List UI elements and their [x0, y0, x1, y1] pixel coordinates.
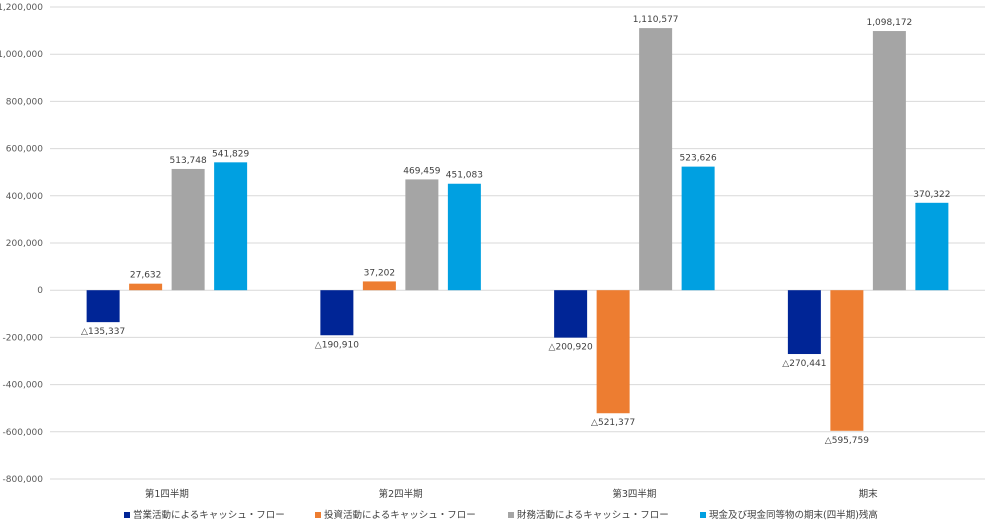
data-label: 523,626 [680, 154, 717, 164]
bar [214, 162, 248, 291]
legend-swatch [700, 512, 706, 518]
y-tick-label: 800,000 [6, 97, 43, 107]
bar [787, 290, 821, 355]
bar [830, 290, 864, 431]
legend-label: 現金及び現金同等物の期末(四半期)残高 [709, 509, 878, 521]
bar [681, 166, 715, 291]
y-tick-label: -800,000 [3, 475, 44, 485]
bar [554, 290, 588, 338]
data-label: 27,632 [130, 271, 162, 281]
legend-label: 営業活動によるキャッシュ・フロー [133, 509, 285, 521]
y-tick-label: 400,000 [6, 192, 43, 202]
y-tick-label: 600,000 [6, 145, 43, 155]
data-label: △135,337 [81, 327, 125, 337]
category-label: 第2四半期 [379, 488, 423, 500]
category-label: 期末 [859, 488, 879, 500]
legend-swatch [124, 512, 130, 518]
bar [639, 28, 673, 291]
data-label: 513,748 [170, 156, 207, 166]
data-label: 469,459 [403, 166, 440, 176]
data-label: 451,083 [446, 171, 483, 181]
data-labels: △135,337 27,632 513,748 541,829 △190,910 37,2… [81, 15, 950, 446]
data-label: 1,110,577 [633, 15, 679, 25]
data-label: △190,910 [315, 340, 359, 350]
legend-swatch [508, 512, 514, 518]
legend-label: 投資活動によるキャッシュ・フロー [324, 509, 476, 521]
legend-label: 財務活動によるキャッシュ・フロー [517, 509, 669, 521]
data-label: △595,759 [825, 436, 869, 446]
y-tick-label: 1,000,000 [0, 50, 43, 60]
bar [447, 183, 481, 291]
y-tick-label: 200,000 [6, 239, 43, 249]
y-tick-label: -400,000 [3, 381, 44, 391]
bar [596, 290, 630, 414]
bar [171, 168, 205, 291]
data-label: 1,098,172 [866, 18, 912, 28]
bar [320, 290, 354, 336]
y-axis-tick-labels: -800,000 -600,000 -400,000 -200,000 0 200,000… [0, 3, 43, 485]
bar [405, 179, 439, 291]
bar [872, 31, 906, 291]
category-labels: 第1四半期 第2四半期 第3四半期 期末 [145, 488, 878, 500]
bar [86, 290, 120, 323]
y-tick-label: 1,200,000 [0, 3, 43, 13]
data-label: △521,377 [591, 418, 635, 428]
gridlines [50, 6, 985, 480]
category-label: 第3四半期 [612, 488, 656, 500]
bars [86, 28, 949, 431]
data-label: △200,920 [549, 343, 593, 353]
y-tick-label: -600,000 [3, 428, 44, 438]
data-label: 370,322 [913, 190, 950, 200]
bar [129, 283, 163, 291]
y-tick-label: -200,000 [3, 333, 44, 343]
bar [362, 281, 396, 291]
category-label: 第1四半期 [145, 488, 189, 500]
legend-swatch [315, 512, 321, 518]
data-label: 541,829 [212, 149, 249, 159]
data-label: 37,202 [364, 268, 396, 278]
bar [915, 202, 949, 291]
legend: 営業活動によるキャッシュ・フロー 投資活動によるキャッシュ・フロー 財務活動によるキ… [124, 509, 878, 521]
y-tick-label: 0 [37, 286, 43, 296]
data-label: △270,441 [782, 359, 826, 369]
